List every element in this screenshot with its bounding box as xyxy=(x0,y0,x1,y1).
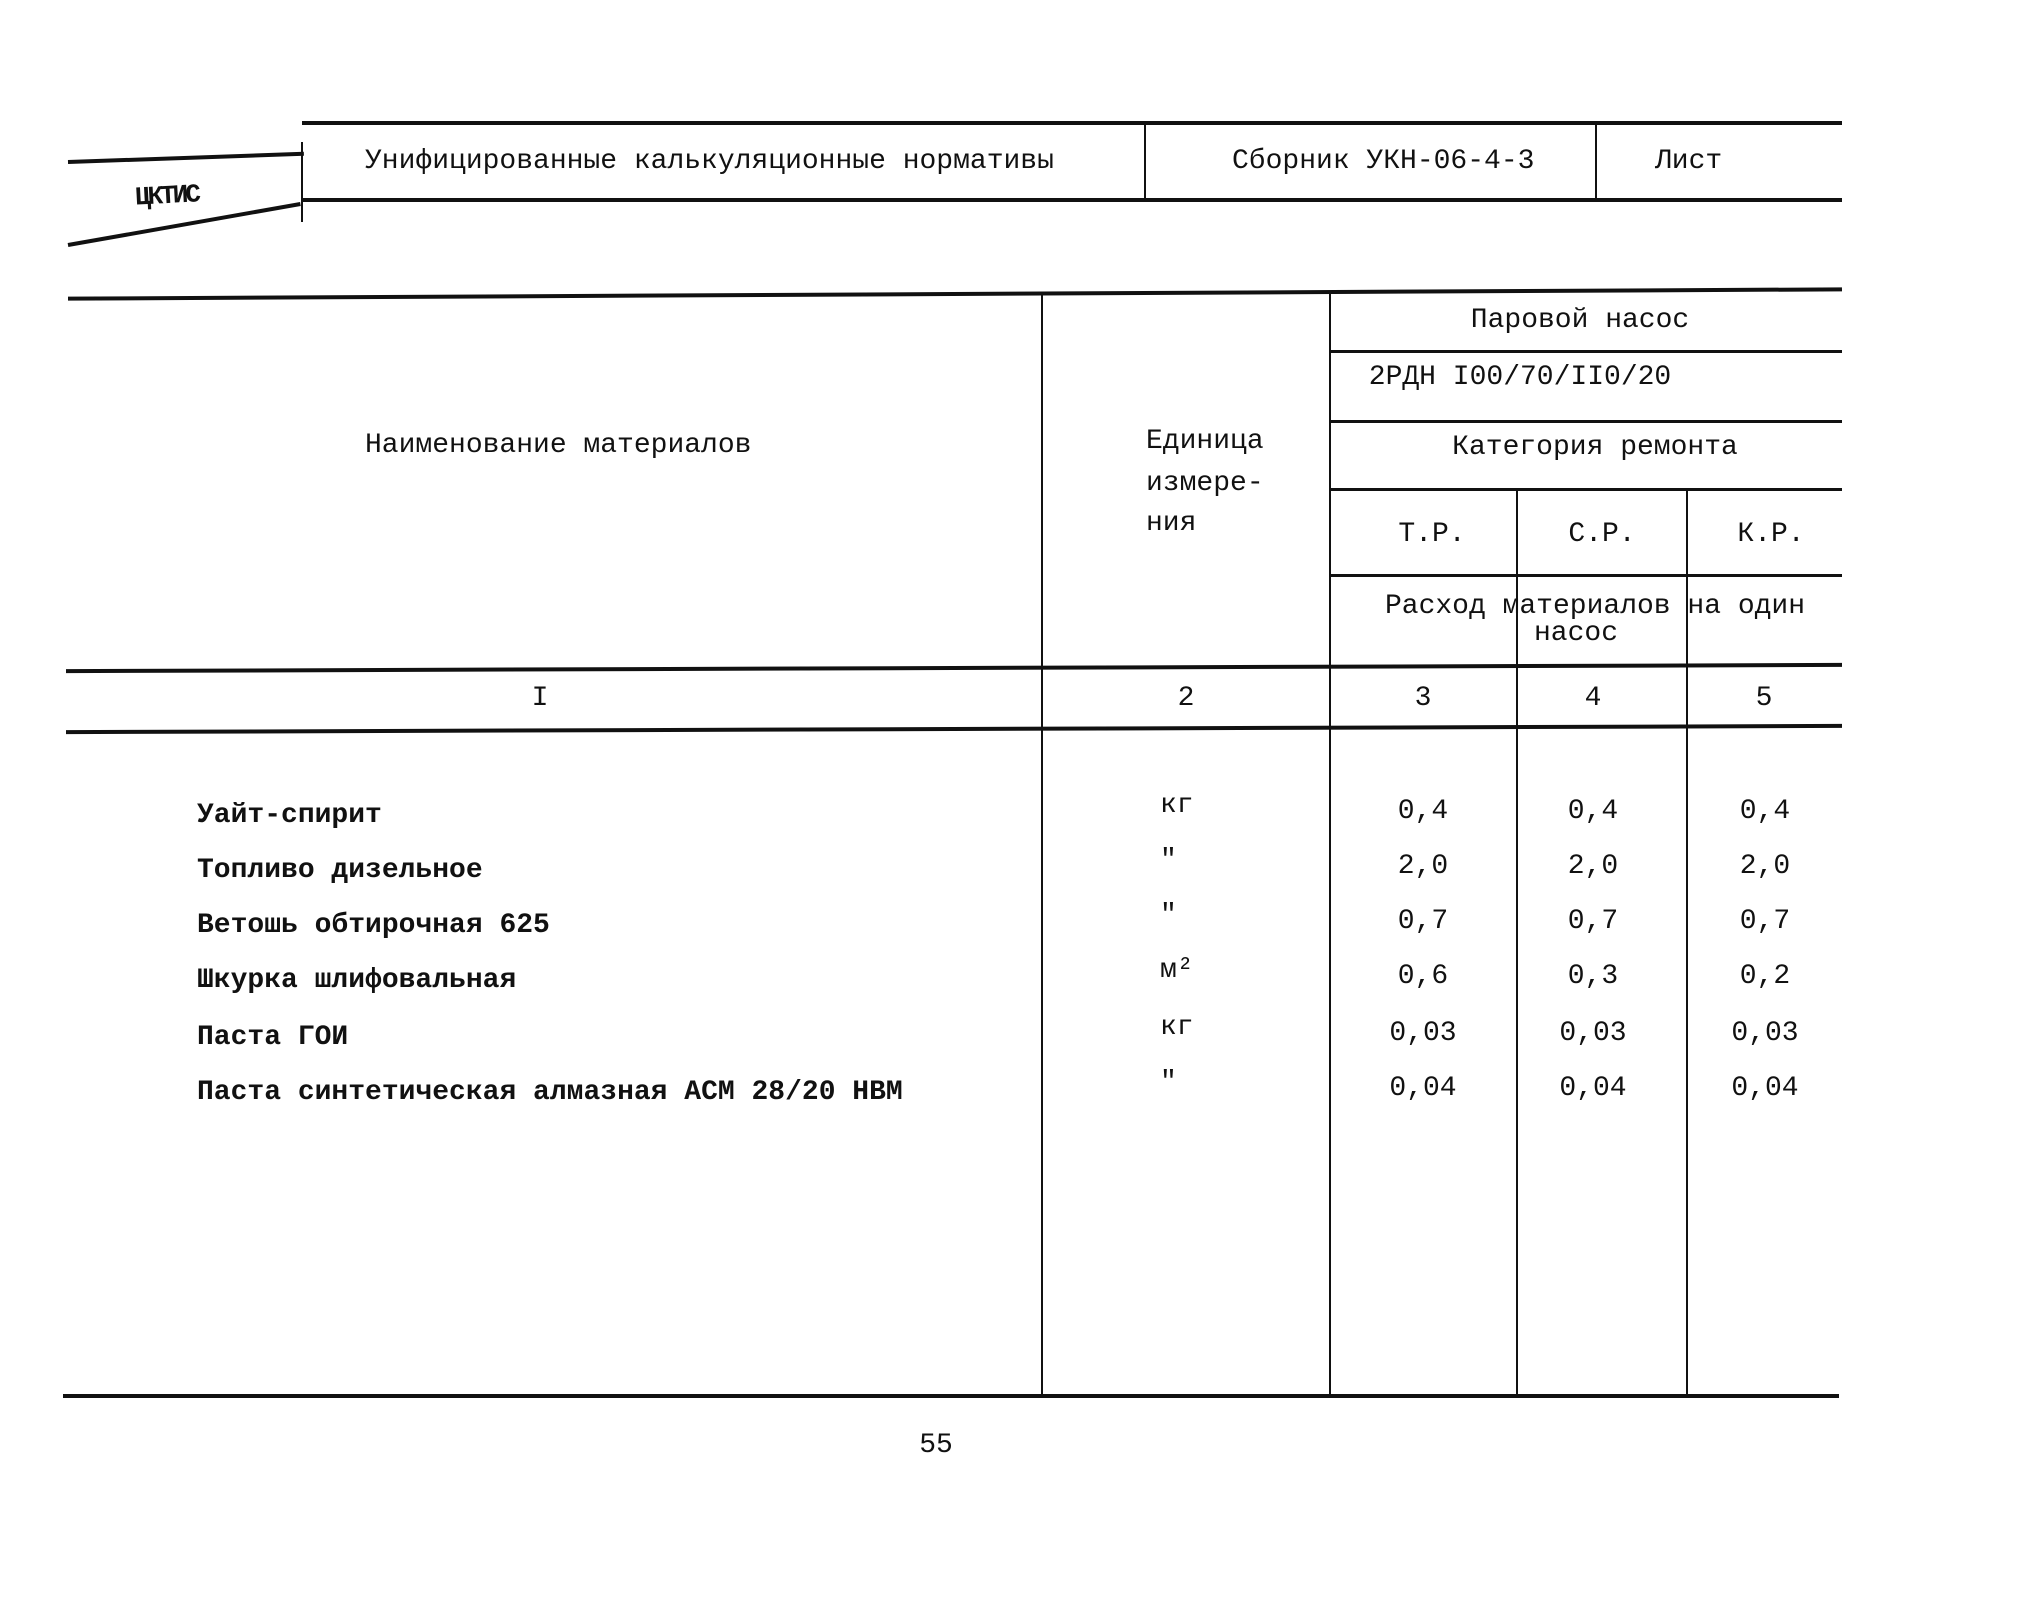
material-name: Ветошь обтирочная 625 xyxy=(197,910,550,941)
column-divider xyxy=(1516,667,1518,1396)
value-cell: 0,7 xyxy=(1397,906,1449,937)
category-tr: Т.Р. xyxy=(1398,519,1466,550)
value-cell: 2,0 xyxy=(1397,851,1449,882)
value-cell: 0,04 xyxy=(1559,1073,1627,1104)
sheet-label: Лист xyxy=(1655,146,1723,177)
unit: кг xyxy=(1160,790,1194,821)
value-cell: 0,7 xyxy=(1739,906,1791,937)
document-title: Унифицированные калькуляционные норматив… xyxy=(365,146,1054,177)
value-cell: 2,0 xyxy=(1567,851,1619,882)
column-number: 3 xyxy=(1414,683,1432,714)
col-unit-header-line: Единица xyxy=(1146,426,1264,457)
table-rule xyxy=(1331,574,1842,577)
unit: " xyxy=(1160,1067,1177,1098)
column-divider xyxy=(1686,667,1688,1396)
header-divider xyxy=(1595,121,1597,200)
header-divider xyxy=(301,142,303,222)
value-cell: 0,3 xyxy=(1567,961,1619,992)
value-cell: 0,4 xyxy=(1567,796,1619,827)
material-name: Паста ГОИ xyxy=(197,1022,349,1053)
unit: кг xyxy=(1160,1012,1194,1043)
value-cell: 0,2 xyxy=(1739,961,1791,992)
table-rule xyxy=(1331,488,1842,491)
category-sr: С.Р. xyxy=(1568,519,1636,550)
header-top-rule xyxy=(302,121,1842,125)
column-number: 2 xyxy=(1177,683,1195,714)
consumption-header: насос xyxy=(1533,618,1619,649)
table-rule xyxy=(1331,350,1842,353)
org-name: ЦКТИС xyxy=(134,179,199,213)
header-bottom-rule xyxy=(302,198,1842,202)
value-cell: 0,7 xyxy=(1567,906,1619,937)
column-number: 4 xyxy=(1584,683,1602,714)
value-cell: 0,4 xyxy=(1397,796,1449,827)
col-unit-header-line: измере- xyxy=(1146,468,1264,499)
table-bottom-rule xyxy=(63,1394,1839,1398)
header-top-rule-left xyxy=(67,151,304,164)
column-number: I xyxy=(531,683,549,714)
table-top-rule xyxy=(68,287,1842,301)
column-number: 5 xyxy=(1755,683,1773,714)
column-divider xyxy=(1329,294,1331,1396)
unit: м² xyxy=(1160,955,1194,986)
collection-code: Сборник УКН-06-4-3 xyxy=(1232,146,1535,177)
category-header: Категория ремонта xyxy=(1452,432,1738,463)
value-cell: 0,03 xyxy=(1559,1018,1627,1049)
consumption-header: Расход материалов на один xyxy=(1384,591,1806,622)
value-cell: 0,03 xyxy=(1389,1018,1457,1049)
page-number: 55 xyxy=(919,1430,953,1461)
material-name: Паста синтетическая алмазная АСМ 28/20 Н… xyxy=(197,1077,903,1108)
value-cell: 0,4 xyxy=(1739,796,1791,827)
value-cell: 0,6 xyxy=(1397,961,1449,992)
material-name: Уайт-спирит xyxy=(197,800,382,831)
value-cell: 0,04 xyxy=(1389,1073,1457,1104)
column-numbers-rule xyxy=(65,723,1843,735)
value-cell: 2,0 xyxy=(1739,851,1791,882)
unit: " xyxy=(1160,900,1177,931)
category-kr: К.Р. xyxy=(1737,519,1805,550)
material-name: Шкурка шлифовальная xyxy=(197,965,517,996)
table-header-bottom-rule xyxy=(65,662,1843,674)
value-cell: 0,04 xyxy=(1731,1073,1799,1104)
column-divider xyxy=(1041,294,1043,1396)
model-header: 2РДН I00/70/II0/20 xyxy=(1368,362,1672,393)
group-header: Паровой насос xyxy=(1470,305,1690,336)
value-cell: 0,03 xyxy=(1731,1018,1799,1049)
material-name: Топливо дизельное xyxy=(197,855,483,886)
col-unit-header-line: ния xyxy=(1146,508,1197,539)
col-name-header: Наименование материалов xyxy=(365,430,752,461)
header-divider xyxy=(1144,121,1146,200)
table-rule xyxy=(1331,420,1842,423)
unit: " xyxy=(1160,845,1177,876)
